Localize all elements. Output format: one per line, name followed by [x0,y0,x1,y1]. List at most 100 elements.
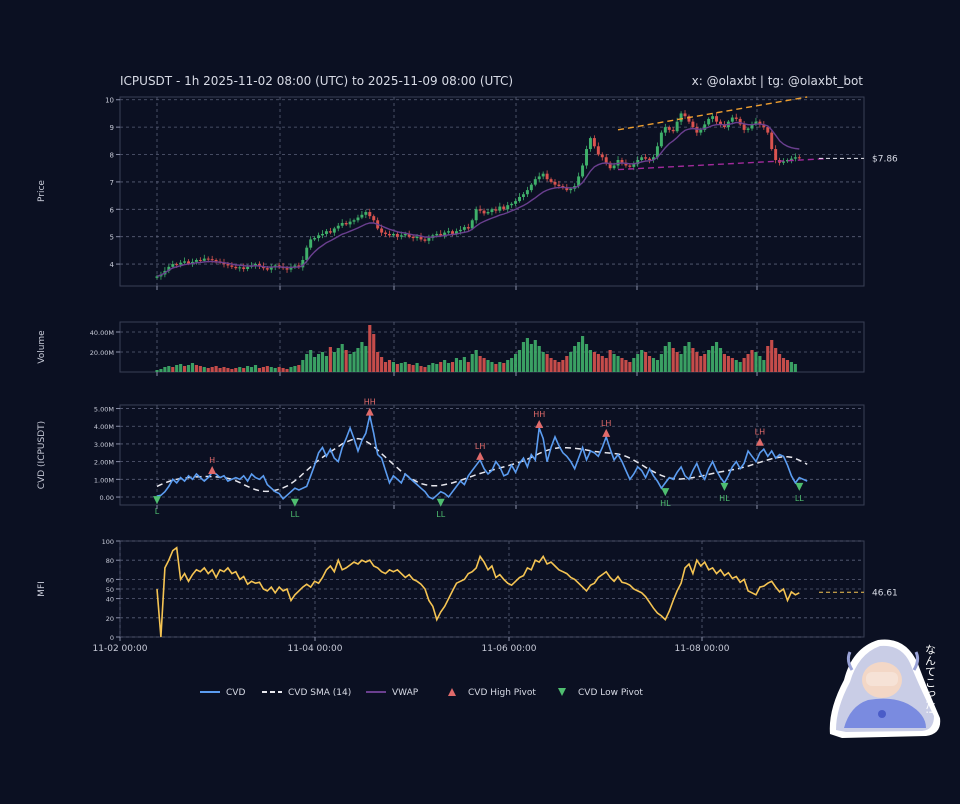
volume-bar-0 [155,370,159,372]
candle-84 [486,208,490,216]
volume-bar-79 [466,362,470,372]
candle-body-5 [175,264,179,266]
volume-bar-67 [419,366,423,372]
cvd-panel-frame [119,404,865,506]
candle-108 [581,163,585,179]
mfi-xtick-label-2: 11-06 00:00 [482,644,537,654]
candle-129 [663,123,667,136]
candle-body-105 [569,188,573,191]
cvd-high-pivot-5 [755,437,764,446]
resistance-trendline [617,96,808,131]
candle-body-109 [585,149,588,166]
candle-54 [368,208,372,219]
candle-161 [789,155,793,164]
candle-113 [600,152,604,161]
candle-body-133 [679,113,683,122]
candle-body-108 [581,165,585,177]
volume-bar-125 [647,356,652,372]
candle-body-78 [462,227,466,230]
volume-bar-92 [517,350,522,372]
candle-body-6 [179,262,183,265]
price-ytick-label-3: 7 [110,179,114,187]
candle-51 [356,214,360,223]
candle-body-37 [301,259,305,268]
candle-body-100 [549,179,553,182]
candle-body-111 [592,138,596,147]
cvd-low-pivot-label-1: LL [290,510,299,519]
cvd-ytick-label-4: 4.00M [94,423,114,431]
candle-body-159 [782,161,786,163]
cvd-sma-line [156,437,808,493]
candle-130 [667,125,671,133]
candle-body-163 [797,157,801,159]
candle-body-130 [667,127,671,130]
candle-92 [518,193,522,203]
candle-body-94 [525,190,529,195]
volume-bar-71 [435,364,439,372]
support-trendline [617,157,827,171]
mfi-ytick-label-2: 40 [106,596,114,604]
candle-body-137 [695,127,699,133]
chart-title: ICPUSDT - 1h 2025-11-02 08:00 (UTC) to 2… [120,74,513,88]
volume-bar-151 [750,350,754,372]
volume-bar-15 [214,366,218,372]
mascot-hands [866,672,898,686]
candle-91 [514,198,518,207]
candle-0 [155,274,159,280]
candle-73 [443,230,447,239]
volume-bar-90 [510,358,514,372]
candle-body-135 [687,116,691,122]
mfi-axis-label: MFI [37,581,47,597]
legend-label-2: VWAP [392,688,419,698]
candle-68 [423,237,427,243]
legend-item-4: CVD Low Pivot [558,688,643,698]
candle-body-93 [521,194,525,197]
volume-bar-27 [261,367,265,372]
volume-bar-156 [770,340,774,372]
volume-bar-102 [557,362,561,372]
volume-bar-23 [246,366,250,372]
candle-139 [703,121,707,133]
volume-bar-29 [269,367,273,372]
candle-body-11 [198,259,202,261]
cvd-ytick-label-3: 3.00M [94,441,114,449]
candle-50 [352,218,356,225]
candle-body-102 [557,184,561,187]
candle-body-71 [435,233,439,236]
mfi-xtick-label-0: 11-02 00:00 [93,644,148,654]
candle-body-47 [340,223,344,226]
cvd-high-pivot-4 [602,428,611,437]
cvd-low-pivot-0 [153,496,161,505]
candle-body-97 [537,176,541,180]
volume-bar-127 [655,360,660,372]
volume-bar-115 [608,350,612,372]
candle-body-144 [722,124,726,128]
candle-body-138 [699,129,703,133]
legend-item-1: CVD SMA (14) [262,688,351,698]
volume-bar-155 [766,346,770,372]
volume-bar-106 [573,346,577,372]
cvd-low-pivot-label-5: LL [795,494,804,503]
candle-162 [793,153,797,162]
candle-122 [636,156,640,167]
volume-bar-157 [774,348,778,372]
candle-body-161 [789,158,793,160]
candle-body-22 [242,267,246,270]
candle-body-92 [518,196,522,202]
candle-body-142 [715,116,719,122]
candle-body-21 [238,267,242,269]
candle-body-89 [506,205,510,210]
cvd-ytick-label-5: 5.00M [94,406,114,414]
cvd-high-pivot-label-1: HH [364,398,376,407]
candle-body-28 [265,268,269,270]
candle-body-149 [742,124,746,130]
candle-156 [770,129,774,151]
candle-body-156 [770,132,774,150]
volume-ytick-label-1: 40.00M [90,329,114,337]
candle-body-34 [289,266,293,270]
candle-body-83 [482,210,486,214]
volume-bar-139 [703,354,707,372]
candle-body-3 [167,266,171,271]
volume-bar-94 [525,338,529,372]
candle-47 [340,219,344,228]
